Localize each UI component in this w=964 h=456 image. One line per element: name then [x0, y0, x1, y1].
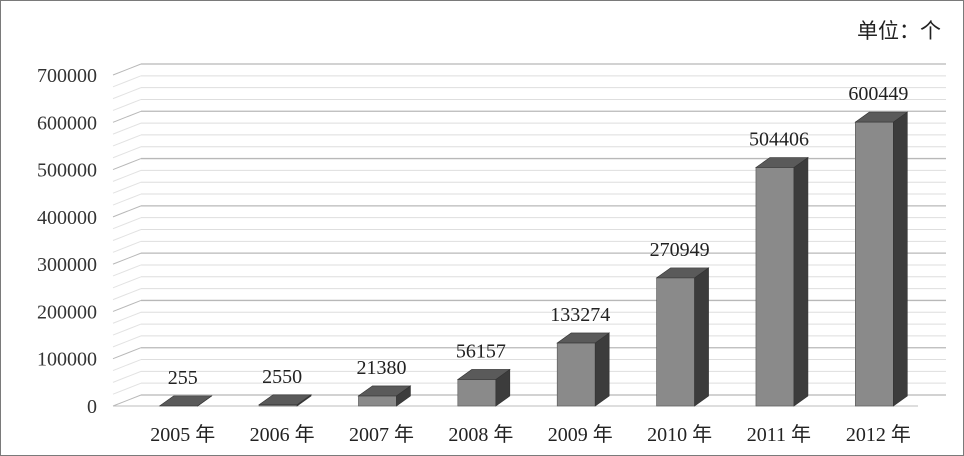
side-wall-line	[112, 75, 142, 88]
y-tick-label: 400000	[37, 207, 97, 229]
side-wall-line	[112, 394, 142, 407]
bar	[456, 368, 511, 407]
y-tick-label: 100000	[37, 349, 97, 371]
side-wall-line	[112, 311, 142, 324]
bar	[655, 267, 710, 407]
side-wall-line	[112, 370, 142, 383]
x-tick-label: 2010 年	[647, 423, 712, 446]
data-labels: 255 2550 21380 56157 133274 270949 504406 60044…	[168, 83, 909, 389]
side-wall-line	[112, 335, 142, 348]
side-wall-line	[112, 276, 142, 289]
side-wall-line	[112, 181, 142, 194]
side-wall-line	[112, 288, 142, 301]
x-tick-label: 2008 年	[448, 423, 513, 446]
side-wall-line	[112, 323, 142, 336]
data-label: 504406	[749, 128, 809, 150]
y-tick-label: 700000	[37, 65, 97, 87]
x-axis-ticks: 2005 年 2006 年 2007 年 2008 年 2009 年 2010 年 2011…	[150, 423, 911, 446]
bar	[854, 111, 909, 407]
side-wall-line	[112, 382, 142, 395]
side-wall-line	[112, 87, 142, 100]
y-tick-label: 600000	[37, 112, 97, 134]
side-wall-line	[112, 229, 142, 241]
side-wall-line	[112, 193, 142, 206]
y-tick-label: 500000	[37, 160, 97, 182]
bar	[755, 156, 809, 407]
side-wall-line	[112, 134, 142, 147]
data-label: 2550	[262, 366, 302, 388]
x-tick-label: 2007 年	[349, 423, 414, 446]
side-wall-line	[112, 98, 142, 111]
bar	[556, 332, 611, 407]
side-wall-line	[112, 217, 142, 230]
side-wall-line	[112, 359, 142, 372]
x-tick-label: 2009 年	[548, 423, 613, 446]
side-wall-line	[112, 169, 142, 182]
side-wall-line	[112, 110, 142, 123]
y-tick-label: 300000	[37, 254, 97, 276]
data-label: 270949	[650, 239, 710, 261]
side-wall-line	[112, 205, 142, 218]
x-tick-label: 2006 年	[250, 423, 315, 446]
bar	[357, 385, 412, 407]
data-label: 600449	[848, 83, 908, 105]
data-label: 21380	[356, 357, 406, 379]
bars	[158, 111, 909, 407]
bar	[158, 395, 213, 407]
side-wall-line	[112, 264, 142, 277]
side-wall-line	[112, 240, 142, 253]
y-tick-label: 0	[87, 396, 97, 418]
grid-lines	[112, 63, 946, 407]
side-wall-line	[112, 63, 142, 76]
y-tick-label: 200000	[37, 301, 97, 323]
side-wall-line	[112, 158, 142, 171]
unit-label: 单位：个	[857, 19, 941, 43]
data-label: 133274	[550, 304, 610, 326]
data-label: 255	[168, 367, 198, 389]
bar	[258, 394, 312, 407]
x-tick-label: 2005 年	[150, 423, 215, 446]
x-tick-label: 2012 年	[846, 423, 911, 446]
side-wall-line	[112, 252, 142, 265]
side-wall-line	[112, 146, 142, 159]
side-wall-line	[112, 299, 142, 312]
x-tick-label: 2011 年	[747, 423, 811, 446]
data-label: 56157	[456, 340, 506, 362]
y-axis-ticks: 0 100000 200000 300000 400000 500000 600000 700…	[37, 65, 97, 418]
side-wall-line	[112, 347, 142, 360]
side-wall-line	[112, 122, 142, 135]
